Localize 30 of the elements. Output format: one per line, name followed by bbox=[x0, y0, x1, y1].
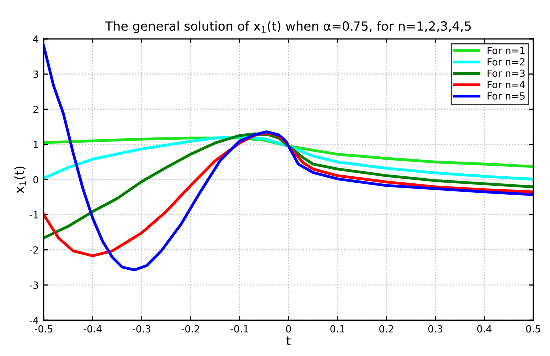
y-tick-label: 1 bbox=[34, 141, 38, 148]
x-tick-label: 0.1 bbox=[330, 325, 345, 333]
y-tick-label: -1 bbox=[30, 212, 38, 219]
y-tick-label: 0 bbox=[34, 176, 38, 184]
y-axis-title: x$_{1}$(t) bbox=[14, 166, 26, 194]
y-tick-label: -3 bbox=[30, 282, 38, 290]
legend-label: For n=4 bbox=[488, 81, 526, 89]
x-tick-label: 0.4 bbox=[477, 325, 492, 333]
x-tick-label: 0.5 bbox=[526, 325, 540, 333]
chart-title: The general solution of x$_{1}$(t) when α=0.75, for n=1,2,3,4,5 bbox=[105, 21, 472, 34]
x-tick-label: -0.1 bbox=[230, 325, 248, 333]
x-tick-label: -0.5 bbox=[34, 325, 53, 333]
legend-label: For n=1 bbox=[488, 47, 525, 54]
x-tick-label: -0.2 bbox=[182, 325, 200, 333]
y-tick-label: 2 bbox=[34, 106, 38, 114]
x-tick-label: 0.2 bbox=[380, 325, 394, 333]
line-series bbox=[44, 136, 534, 181]
legend-label: For n=2 bbox=[488, 58, 525, 66]
x-tick-label: 0 bbox=[286, 325, 292, 333]
y-tick-label: 4 bbox=[33, 36, 39, 43]
y-tick-label: 3 bbox=[34, 70, 38, 78]
y-tick-label: -2 bbox=[30, 246, 38, 254]
x-tick-label: -0.3 bbox=[132, 325, 151, 333]
x-axis-title: t bbox=[286, 336, 291, 346]
legend-label: For n=3 bbox=[488, 70, 525, 78]
line-series bbox=[44, 44, 534, 272]
y-tick-label: -4 bbox=[30, 317, 39, 324]
x-tick-label: 0.3 bbox=[428, 325, 443, 333]
legend-label: For n=5 bbox=[488, 92, 525, 100]
x-tick-label: -0.4 bbox=[84, 325, 102, 333]
